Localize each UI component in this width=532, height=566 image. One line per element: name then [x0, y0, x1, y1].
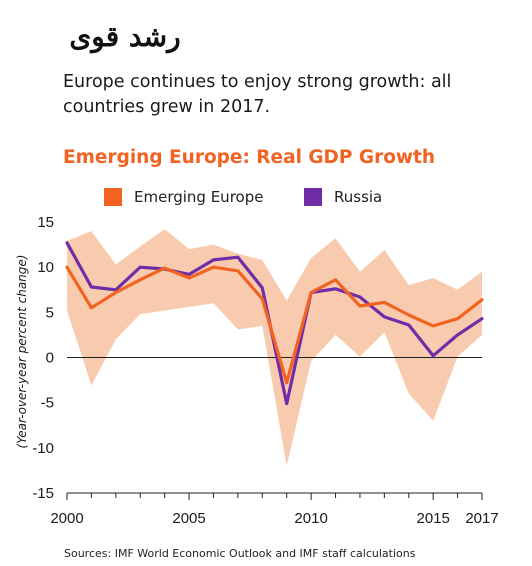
legend-label-emerging-europe: Emerging Europe — [134, 188, 264, 206]
legend-item-russia: Russia — [304, 188, 382, 206]
x-tick-label: 2000 — [50, 510, 83, 527]
series-line-emerging-europe — [65, 265, 484, 385]
x-tick-label: 2005 — [172, 510, 205, 527]
source-note: Sources: IMF World Economic Outlook and … — [64, 547, 416, 560]
y-tick-label: 0 — [46, 350, 54, 367]
chart-legend: Emerging Europe Russia — [0, 188, 532, 210]
y-tick-label: -5 — [41, 395, 54, 412]
legend-swatch-emerging-europe — [104, 188, 122, 206]
x-tick-label: 2010 — [294, 510, 327, 527]
arabic-title: رشد قوی — [69, 20, 181, 53]
legend-item-emerging-europe: Emerging Europe — [104, 188, 263, 206]
legend-label-russia: Russia — [334, 188, 383, 206]
chart-title: Emerging Europe: Real GDP Growth — [63, 147, 436, 168]
y-tick-label: 5 — [46, 304, 54, 321]
y-tick-label: -15 — [32, 485, 54, 502]
x-tick-label: 2015 — [416, 510, 449, 527]
y-axis-title: (Year-over-year percent change) — [15, 255, 29, 449]
subtitle: Europe continues to enjoy strong growth:… — [63, 72, 452, 117]
y-tick-label: -10 — [32, 440, 54, 457]
y-tick-label: 15 — [37, 214, 54, 231]
x-tick-label: 2017 — [465, 510, 498, 527]
y-tick-label: 10 — [37, 259, 54, 276]
legend-swatch-russia — [304, 188, 322, 206]
